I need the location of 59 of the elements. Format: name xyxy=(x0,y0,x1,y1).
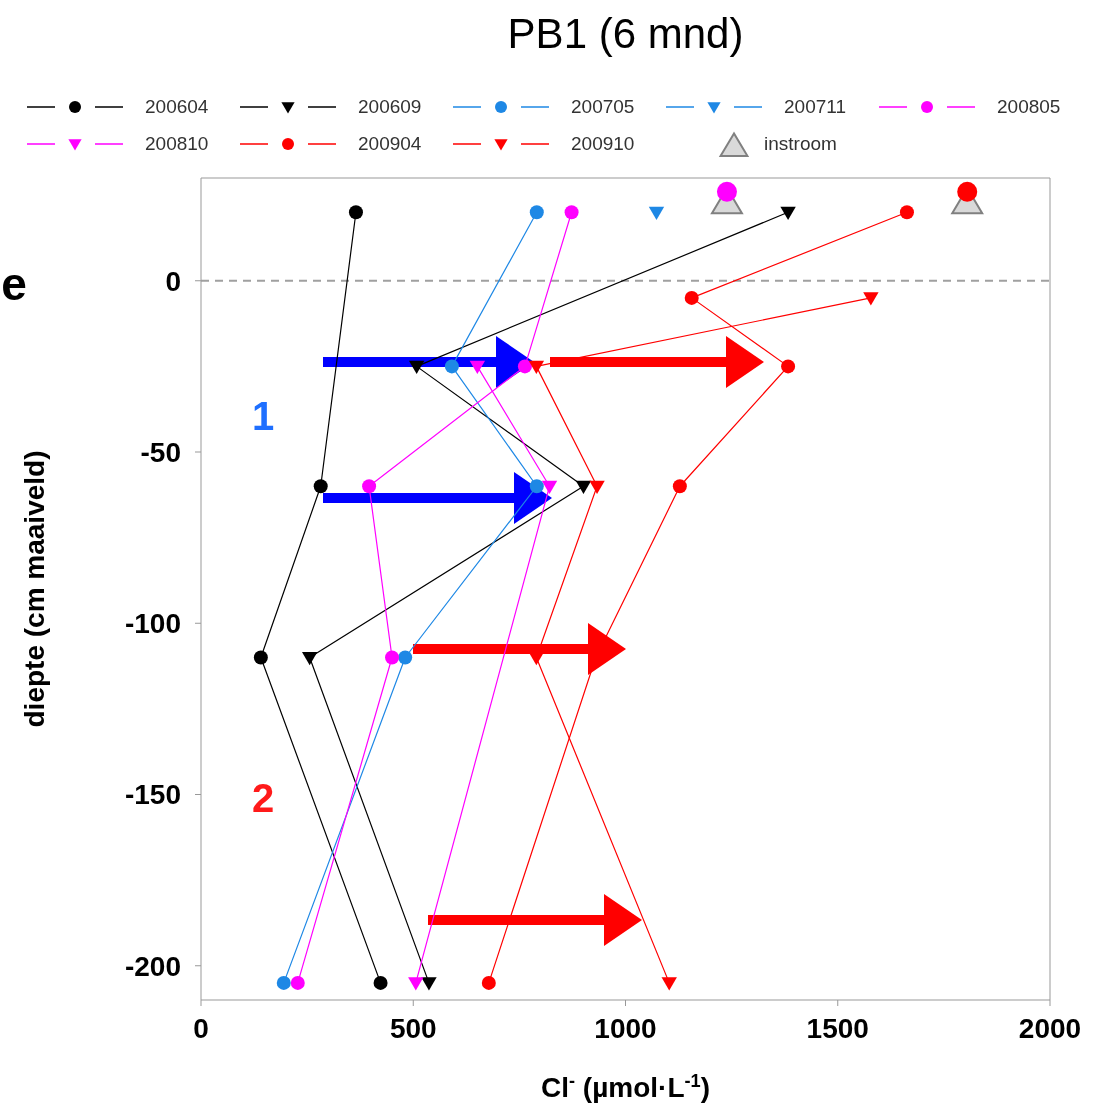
annotation: 2 xyxy=(251,776,275,820)
point xyxy=(863,292,879,306)
point xyxy=(529,479,544,494)
point xyxy=(672,479,687,494)
point xyxy=(469,360,486,375)
point xyxy=(301,651,318,666)
point xyxy=(528,360,545,375)
chart-title: PB1 (6 mnd) xyxy=(506,10,745,58)
y-axis-title: diepte (cm maaiveld) xyxy=(19,450,50,728)
point xyxy=(589,480,605,494)
point xyxy=(780,206,796,220)
point xyxy=(648,206,665,220)
point xyxy=(481,975,496,990)
legend-label: 200705 xyxy=(571,95,635,118)
y-tick-label: 0 xyxy=(165,265,181,297)
point xyxy=(348,205,363,220)
y-tick-label: -200 xyxy=(124,950,181,982)
point xyxy=(421,977,437,991)
point xyxy=(276,975,291,990)
point xyxy=(781,359,796,374)
point xyxy=(564,205,579,220)
point xyxy=(716,181,737,202)
legend-label: 200904 xyxy=(358,132,422,155)
y-tick-label: -100 xyxy=(124,608,181,640)
legend-label: 200604 xyxy=(145,95,209,118)
point xyxy=(408,360,425,375)
point xyxy=(313,479,328,494)
point xyxy=(517,359,532,374)
x-tick-label: 0 xyxy=(193,1012,209,1044)
point xyxy=(444,359,459,374)
point xyxy=(684,290,699,305)
point xyxy=(385,650,400,665)
point xyxy=(899,205,914,220)
legend-label: 200810 xyxy=(145,132,209,155)
x-tick-label: 1000 xyxy=(594,1012,657,1044)
point xyxy=(253,650,268,665)
legend-label: 200609 xyxy=(358,95,422,118)
point xyxy=(398,650,413,665)
x-tick-label: 1500 xyxy=(806,1012,869,1044)
point xyxy=(373,975,388,990)
y-tick-label: -150 xyxy=(124,779,181,811)
legend-label: 200805 xyxy=(997,95,1061,118)
point xyxy=(290,975,305,990)
legend-label: instroom xyxy=(764,132,837,155)
point xyxy=(661,977,677,991)
point xyxy=(957,181,978,202)
x-tick-label: 500 xyxy=(389,1012,437,1044)
point xyxy=(529,205,544,220)
legend-label: 200910 xyxy=(571,132,635,155)
legend-label: 200711 xyxy=(784,95,846,118)
x-tick-label: 2000 xyxy=(1018,1012,1082,1044)
x-axis-title: Cl$^{-}$ (µmol·L$^{-1}$) xyxy=(540,1071,711,1103)
point xyxy=(362,479,377,494)
y-tick-label: -50 xyxy=(140,436,181,468)
point xyxy=(575,480,592,494)
annotation: 1 xyxy=(251,394,275,438)
point xyxy=(408,977,424,991)
point xyxy=(541,480,558,494)
text: e xyxy=(1,258,27,310)
